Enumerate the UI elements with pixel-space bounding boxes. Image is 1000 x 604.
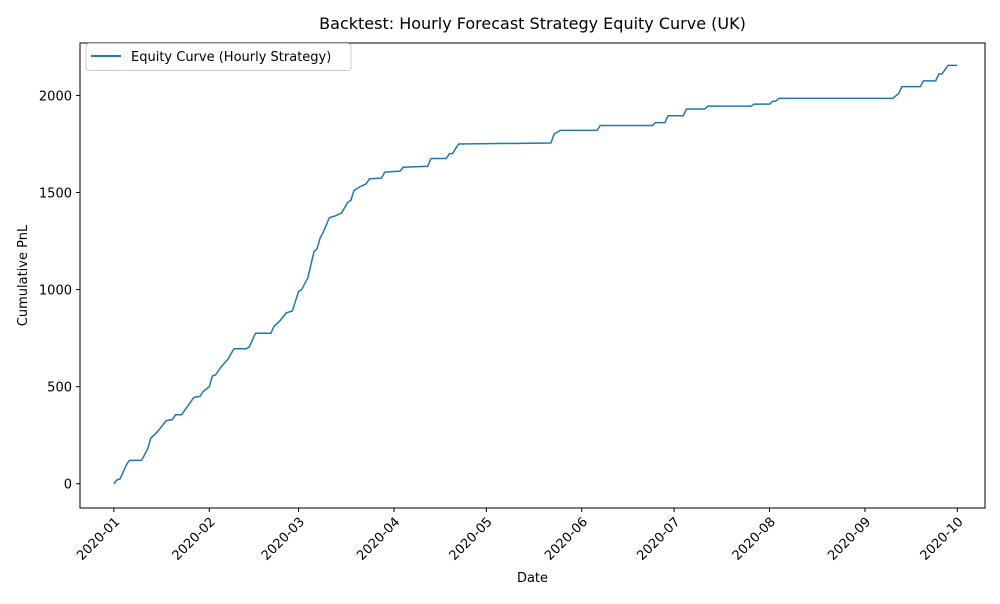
y-tick-label: 1000 (39, 284, 72, 299)
plot-frame (79, 42, 986, 509)
legend: Equity Curve (Hourly Strategy) (85, 43, 352, 71)
y-tick-label: 2000 (39, 89, 72, 104)
y-tick-label: 1500 (39, 186, 72, 201)
series-line-0 (113, 64, 958, 485)
legend-label: Equity Curve (Hourly Strategy) (131, 50, 331, 65)
y-tick-label: 0 (64, 478, 72, 493)
x-axis-label: Date (517, 571, 548, 586)
series-layer (113, 64, 958, 485)
legend-box (85, 43, 352, 71)
y-axis: 0 500 1000 1500 2000 (39, 89, 80, 493)
y-tick-label: 500 (47, 381, 72, 396)
chart-title: Backtest: Hourly Forecast Strategy Equit… (319, 14, 746, 33)
y-axis-label: Cumulative PnL (16, 224, 31, 326)
